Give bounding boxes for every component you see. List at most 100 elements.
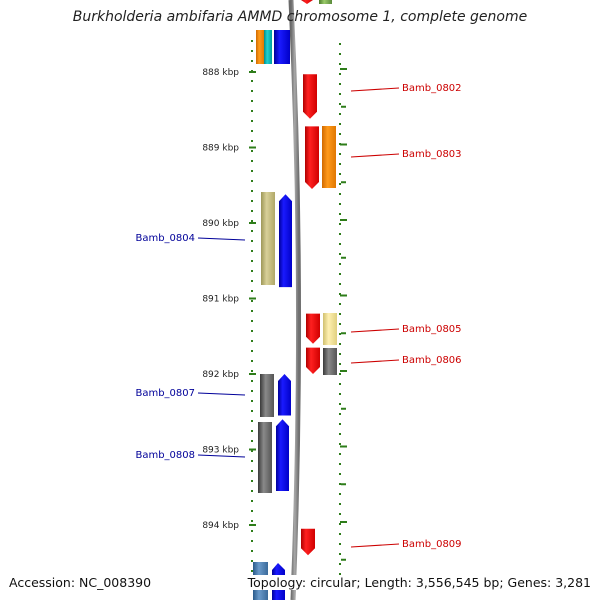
feature-box-khaki [261, 192, 275, 285]
ruler-minor-tick [341, 332, 346, 335]
guide-dot [339, 323, 341, 325]
chromosome-backbone [288, 0, 302, 600]
guide-dot [251, 210, 253, 212]
guide-dot [339, 473, 341, 475]
gene-arrow-forward[interactable] [306, 347, 320, 374]
guide-dot [339, 393, 341, 395]
guide-dot [339, 353, 341, 355]
guide-dot [339, 493, 341, 495]
gene-arrow-reverse[interactable] [276, 419, 289, 492]
guide-dot [251, 100, 253, 102]
guide-dot [339, 503, 341, 505]
guide-dot [251, 340, 253, 342]
ruler-tick-left [249, 524, 256, 526]
feature-box-orange [322, 126, 336, 188]
guide-dot [251, 400, 253, 402]
guide-dot [339, 113, 341, 115]
gene-arrows [276, 74, 320, 556]
ruler-tick-right [340, 294, 347, 297]
gene-label-forward[interactable]: Bamb_0803 [402, 149, 462, 160]
ruler-tick-left [249, 448, 256, 451]
guide-dot [339, 153, 341, 155]
guide-dot [339, 433, 341, 435]
gene-arrow-reverse[interactable] [279, 194, 292, 288]
ruler-label: 893 kbp [202, 446, 239, 456]
ruler-minor-tick [341, 105, 346, 108]
ruler-tick-right [340, 521, 347, 523]
gene-labels: Bamb_0802 Bamb_0803 Bamb_0805 Bamb_0806 Bamb… [135, 83, 461, 550]
guide-dot [251, 60, 253, 62]
ruler-tick-left [249, 222, 256, 224]
guide-dot [339, 233, 341, 235]
guide-dot [339, 93, 341, 95]
ruler-label: 891 kbp [202, 295, 239, 305]
guide-dot [339, 83, 341, 85]
guide-dot [339, 203, 341, 205]
guide-dot [339, 313, 341, 315]
gene-label-forward[interactable]: Bamb_0806 [402, 355, 462, 366]
guide-dot [251, 220, 253, 222]
feature-box-light [323, 313, 337, 345]
ruler-label: 892 kbp [202, 370, 239, 380]
guide-dot [251, 90, 253, 92]
gene-label-forward[interactable]: Bamb_0805 [402, 324, 462, 335]
guide-dot [251, 560, 253, 562]
ruler-tick-right [340, 143, 347, 146]
guide-dot [251, 110, 253, 112]
gene-label-leader [197, 392, 246, 396]
guide-dot [251, 330, 253, 332]
guide-dot [339, 293, 341, 295]
guide-dot [251, 270, 253, 272]
gene-arrow-forward[interactable] [301, 528, 315, 556]
guide-dot [339, 573, 341, 575]
guide-dot [339, 553, 341, 555]
gene-label-leader [350, 153, 400, 158]
gene-arrow-forward[interactable] [306, 313, 320, 344]
guide-dot [251, 540, 253, 542]
guide-dot [251, 510, 253, 512]
guide-dot [251, 420, 253, 422]
gene-label-forward[interactable]: Bamb_0809 [402, 539, 462, 550]
guide-dot [339, 163, 341, 165]
guide-dot [339, 173, 341, 175]
gene-label-leader [350, 543, 400, 548]
gene-label-reverse[interactable]: Bamb_0807 [135, 388, 195, 399]
guide-dot [251, 250, 253, 252]
accession-label: Accession: NC_008390 [9, 575, 152, 590]
ruler-tick-right [340, 219, 347, 221]
gene-arrow-reverse[interactable] [278, 374, 291, 416]
ruler-tick-right [340, 68, 347, 70]
dotted-guides [251, 40, 341, 585]
ruler-label: 894 kbp [202, 521, 239, 531]
guide-dot [251, 500, 253, 502]
guide-dot [251, 390, 253, 392]
guide-dot [251, 200, 253, 202]
guide-dot [251, 130, 253, 132]
ruler-tick-left [249, 297, 256, 300]
gene-arrow-forward[interactable] [303, 74, 317, 119]
gene-label-forward[interactable]: Bamb_0802 [402, 83, 462, 94]
guide-dot [251, 360, 253, 362]
guide-dot [339, 103, 341, 105]
feature-box-gray-right [323, 348, 337, 375]
guide-dot [339, 193, 341, 195]
gene-arrow-forward[interactable] [305, 126, 319, 190]
guide-dot [251, 430, 253, 432]
guide-dot [339, 133, 341, 135]
guide-dot [339, 423, 341, 425]
guide-dot [251, 160, 253, 162]
guide-dot [339, 383, 341, 385]
guide-dot [251, 370, 253, 372]
ruler-minor-tick [341, 558, 346, 561]
gene-label-reverse[interactable]: Bamb_0804 [135, 233, 195, 244]
topology-label: Topology: circular; Length: 3,556,545 bp… [247, 575, 591, 590]
guide-dot [339, 373, 341, 375]
neighbor-gene-orange [256, 30, 264, 64]
guide-dot [251, 570, 253, 572]
guide-dot [251, 450, 253, 452]
guide-dot [339, 303, 341, 305]
gene-label-reverse[interactable]: Bamb_0808 [135, 450, 195, 461]
guide-dot [339, 263, 341, 265]
guide-dot [251, 520, 253, 522]
